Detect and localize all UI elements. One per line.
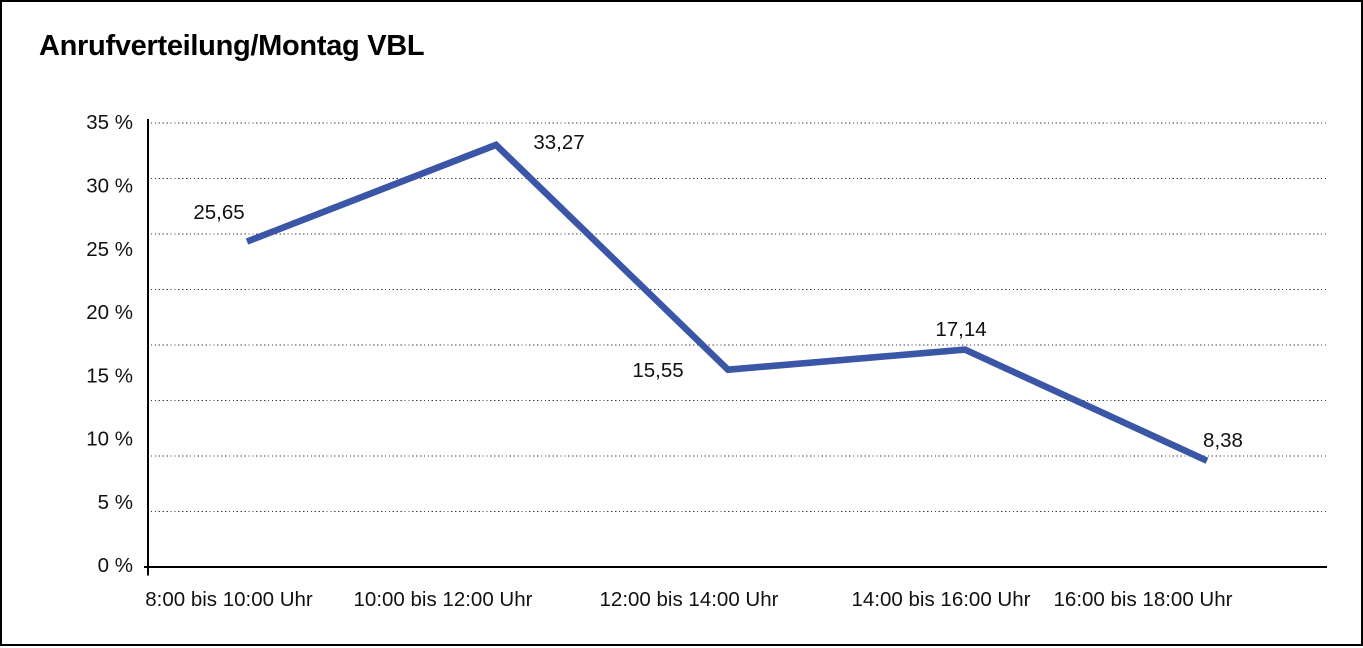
y-tick-label: 35 %: [86, 111, 133, 134]
value-label: 8,38: [1203, 429, 1243, 452]
y-tick-label: 15 %: [86, 364, 133, 387]
value-label: 25,65: [193, 201, 244, 224]
y-tick-label: 30 %: [86, 174, 133, 197]
data-series-line: [245, 141, 1209, 464]
value-label: 33,27: [533, 131, 584, 154]
y-tick-label: 20 %: [86, 301, 133, 324]
y-tick-label: 5 %: [98, 491, 133, 514]
chart-title: Anrufverteilung/Montag VBL: [39, 30, 425, 62]
y-tick-label: 25 %: [86, 238, 133, 261]
x-category-label: 16:00 bis 18:00 Uhr: [1054, 588, 1233, 611]
x-category-label: 10:00 bis 12:00 Uhr: [354, 588, 533, 611]
x-category-label: 8:00 bis 10:00 Uhr: [145, 588, 313, 611]
y-tick-label: 10 %: [86, 428, 133, 451]
x-category-label: 12:00 bis 14:00 Uhr: [600, 588, 779, 611]
value-label: 15,55: [632, 359, 683, 382]
x-category-label: 14:00 bis 16:00 Uhr: [852, 588, 1031, 611]
value-label: 17,14: [935, 318, 986, 341]
y-tick-label: 0 %: [98, 554, 133, 577]
